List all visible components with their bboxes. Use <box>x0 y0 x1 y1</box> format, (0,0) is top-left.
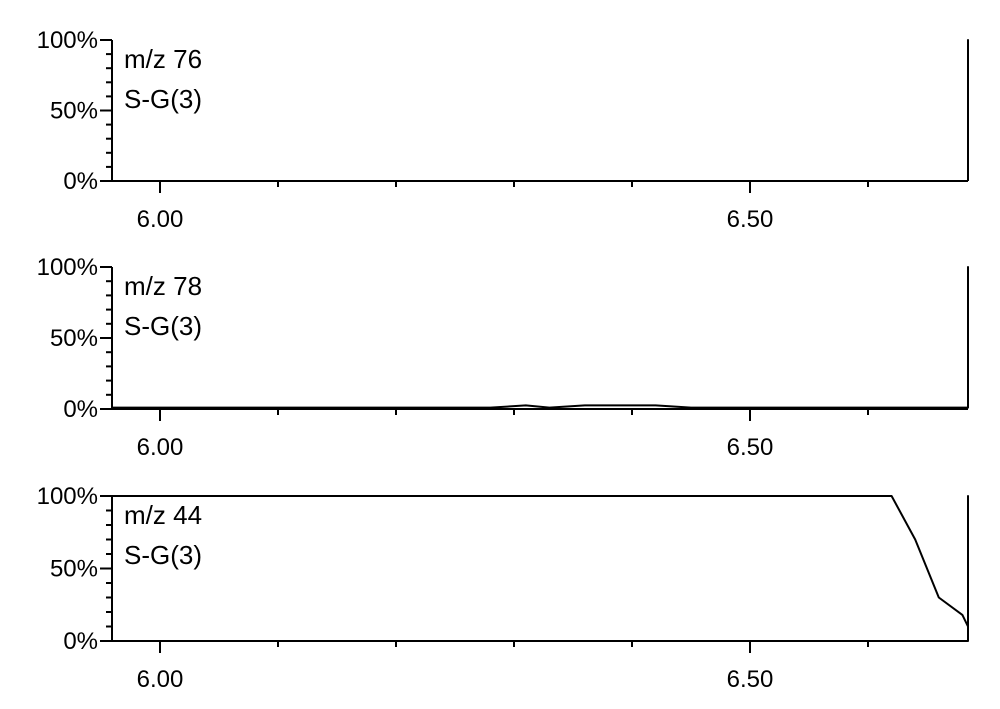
x-tick-label: 6.50 <box>727 434 774 461</box>
chart-panel-2: 100%50%0%6.006.507.007.508.008.50m/z 78S… <box>37 254 969 461</box>
mz-label: m/z 44 <box>124 500 202 530</box>
smoothing-label: S-G(3) <box>124 311 202 341</box>
x-tick-label: 6.00 <box>137 666 184 693</box>
chart-panel-1: 100%50%0%6.006.507.007.508.008.50m/z 76S… <box>37 27 969 233</box>
y-tick-label: 0% <box>63 628 98 655</box>
trace-line <box>112 266 969 409</box>
x-tick-label: 6.00 <box>137 434 184 461</box>
y-tick-label: 0% <box>63 396 98 423</box>
mz-label: m/z 78 <box>124 271 202 301</box>
y-tick-label: 0% <box>63 168 98 195</box>
smoothing-label: S-G(3) <box>124 540 202 570</box>
mz-label: m/z 76 <box>124 44 202 74</box>
smoothing-label: S-G(3) <box>124 84 202 114</box>
y-tick-label: 50% <box>50 325 98 352</box>
y-tick-label: 50% <box>50 556 98 583</box>
x-tick-label: 6.00 <box>137 206 184 233</box>
y-tick-label: 50% <box>50 98 98 125</box>
x-tick-label: 6.50 <box>727 666 774 693</box>
trace-line <box>112 495 969 642</box>
y-tick-label: 100% <box>37 483 98 510</box>
y-tick-label: 100% <box>37 27 98 54</box>
chart-panel-3: 100%50%0%6.006.507.007.508.008.50m/z 44S… <box>37 483 969 693</box>
x-tick-label: 6.50 <box>727 206 774 233</box>
y-tick-label: 100% <box>37 254 98 281</box>
